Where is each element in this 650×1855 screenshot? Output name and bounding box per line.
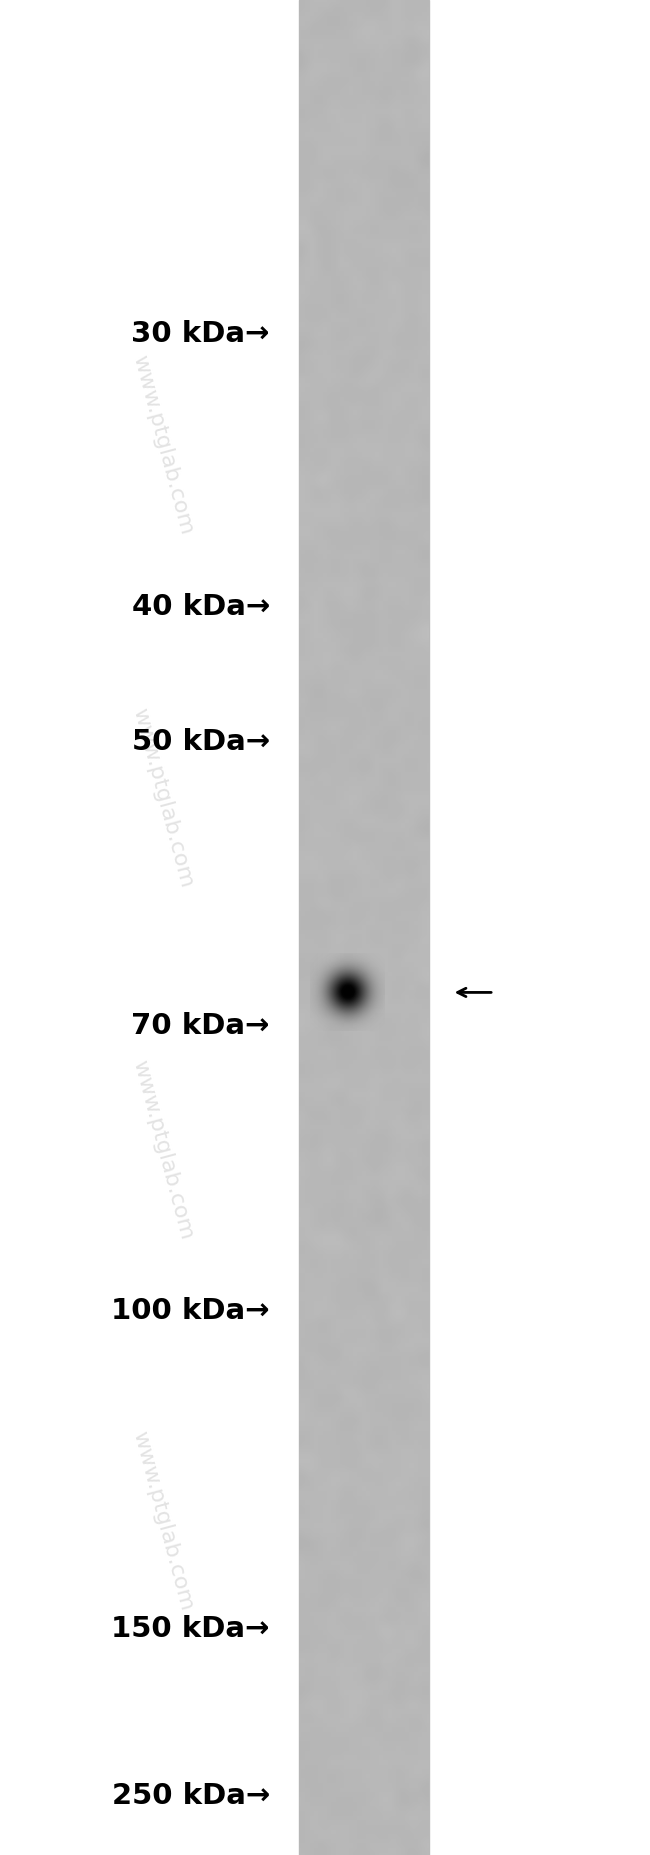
Text: 250 kDa→: 250 kDa→	[112, 1781, 270, 1810]
Text: 150 kDa→: 150 kDa→	[111, 1614, 270, 1644]
Text: www.ptglab.com: www.ptglab.com	[129, 1057, 196, 1243]
Text: 100 kDa→: 100 kDa→	[111, 1297, 270, 1326]
Text: www.ptglab.com: www.ptglab.com	[129, 1428, 196, 1614]
Text: 50 kDa→: 50 kDa→	[131, 727, 270, 757]
Text: 40 kDa→: 40 kDa→	[131, 592, 270, 621]
Text: www.ptglab.com: www.ptglab.com	[129, 705, 196, 890]
Text: www.ptglab.com: www.ptglab.com	[129, 352, 196, 538]
Text: 70 kDa→: 70 kDa→	[131, 1011, 270, 1041]
Bar	[299, 0, 429, 1855]
Text: 30 kDa→: 30 kDa→	[131, 319, 270, 349]
